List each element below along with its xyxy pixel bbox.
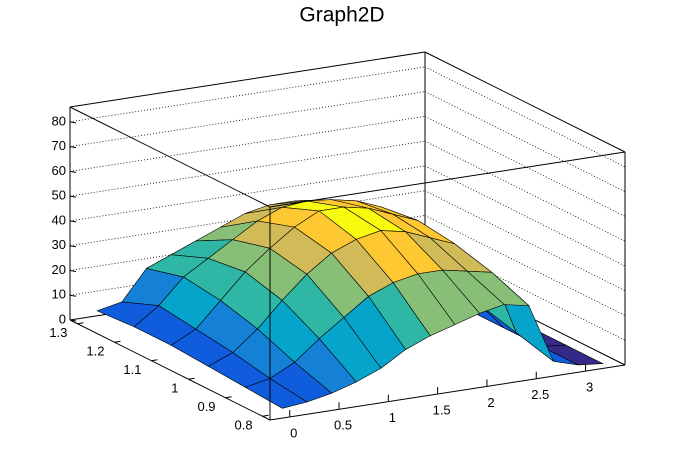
grid-line [424,239,626,341]
z-tick [69,146,77,149]
box-edge [69,319,271,421]
x-tick-label: 1 [389,410,396,425]
y-tick-label: 1.1 [123,362,141,377]
y-tick-label: 0.9 [197,399,215,414]
x-tick-label: 1.5 [433,402,451,417]
grid-line [424,190,626,292]
x-tick-label: 3 [586,380,593,395]
grid-line [69,116,426,172]
grid-line [69,140,426,197]
y-tick [114,340,121,343]
z-tick-label: 30 [52,237,66,252]
x-tick-label: 0 [290,425,297,440]
z-tick-label: 50 [52,188,66,203]
y-tick-label: 1.2 [86,344,104,359]
y-tick-label: 0.8 [235,418,253,433]
chart-title: Graph2D [299,4,384,27]
grid-line [424,116,626,217]
grid-line [69,91,426,148]
z-tick [69,220,77,223]
z-tick [69,269,77,272]
z-tick-label: 10 [52,287,66,302]
z-tick [69,195,77,198]
z-tick [69,121,77,124]
y-tick [225,396,232,399]
z-tick [69,170,77,173]
grid-line [424,165,626,267]
box-edge [69,106,271,208]
grid-line [424,140,626,242]
box-edge [69,51,426,108]
box-edge [269,364,626,421]
grid-line [424,66,626,168]
y-tick-label: 1.3 [49,325,67,340]
z-tick-label: 0 [59,311,66,326]
y-tick [262,414,269,417]
x-tick-label: 0.5 [334,418,352,433]
z-tick-label: 60 [52,163,66,178]
x-tick-label: 2 [487,395,494,410]
box-edge [424,51,626,153]
y-tick [151,359,158,362]
box-edge [269,151,626,208]
z-tick-label: 70 [52,138,66,153]
z-tick [69,294,77,297]
grid-line [424,215,626,316]
y-tick [188,377,195,380]
z-tick [69,245,77,248]
y-tick-label: 1 [171,381,178,396]
z-tick-label: 20 [52,262,66,277]
z-tick-label: 40 [52,212,66,227]
x-tick-label: 2.5 [531,387,549,402]
grid-line [69,66,426,123]
z-tick-label: 80 [52,113,66,128]
grid-line [424,91,626,192]
y-tick [77,322,84,325]
